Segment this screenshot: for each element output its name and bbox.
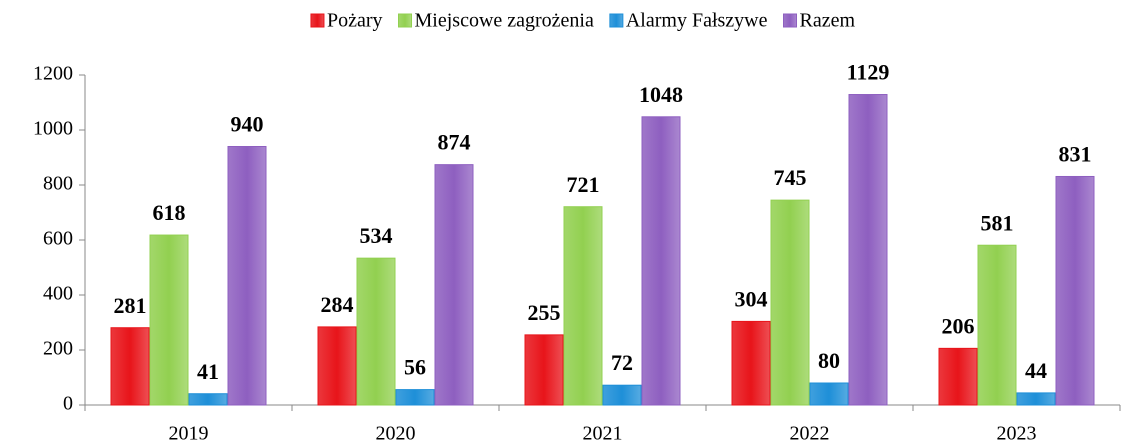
y-tick-label: 200 <box>43 338 73 360</box>
x-tick-label: 2022 <box>790 423 830 445</box>
bar <box>227 146 267 406</box>
data-label: 721 <box>567 172 600 197</box>
bar <box>317 326 357 406</box>
bar <box>188 393 228 406</box>
data-label: 1129 <box>847 60 890 85</box>
data-label: 745 <box>774 165 807 190</box>
bar <box>848 94 888 406</box>
data-label: 940 <box>231 112 264 137</box>
x-tick-label: 2023 <box>997 423 1037 445</box>
legend-swatch <box>398 13 413 28</box>
data-label: 206 <box>942 313 975 338</box>
bar <box>641 116 681 406</box>
legend-swatch <box>609 13 624 28</box>
bar <box>434 164 474 406</box>
legend-label: Alarmy Fałszywe <box>626 10 768 32</box>
bar <box>977 244 1017 406</box>
bar <box>770 199 810 406</box>
data-label: 80 <box>818 348 840 373</box>
bar <box>809 382 849 406</box>
bar <box>1055 175 1095 406</box>
bar <box>563 206 603 406</box>
x-tick-label: 2019 <box>169 423 209 445</box>
data-label: 304 <box>735 286 768 311</box>
bar <box>395 389 435 406</box>
y-tick-label: 1000 <box>33 118 73 140</box>
data-label: 831 <box>1059 142 1092 167</box>
bar <box>110 327 150 406</box>
bar <box>731 320 771 406</box>
data-label: 284 <box>321 292 354 317</box>
data-label: 281 <box>114 293 147 318</box>
data-label: 581 <box>981 210 1014 235</box>
data-label: 44 <box>1025 358 1047 383</box>
y-tick-label: 600 <box>43 228 73 250</box>
data-label: 56 <box>404 355 426 380</box>
y-tick-label: 0 <box>63 393 73 415</box>
legend-swatch <box>310 13 325 28</box>
legend: Pożary Miejscowe zagrożenia Alarmy Fałszyw… <box>310 10 856 32</box>
y-tick-label: 800 <box>43 173 73 195</box>
y-tick-label: 1200 <box>33 63 73 85</box>
data-label: 618 <box>153 200 186 225</box>
legend-label: Razem <box>800 10 856 32</box>
legend-label: Pożary <box>327 10 383 32</box>
y-tick-label: 400 <box>43 283 73 305</box>
bar <box>1016 392 1056 406</box>
bar <box>938 347 978 406</box>
bar <box>602 384 642 406</box>
x-tick-label: 2020 <box>376 423 416 445</box>
data-label: 72 <box>611 350 633 375</box>
bar <box>149 234 189 406</box>
data-label: 874 <box>438 130 471 155</box>
data-label: 41 <box>197 359 219 384</box>
legend-label: Miejscowe zagrożenia <box>415 10 594 32</box>
x-tick-label: 2021 <box>583 423 623 445</box>
legend-swatch <box>783 13 798 28</box>
bar <box>356 257 396 406</box>
data-label: 534 <box>360 223 393 248</box>
data-label: 1048 <box>639 82 683 107</box>
bar <box>524 334 564 406</box>
data-label: 255 <box>528 300 561 325</box>
